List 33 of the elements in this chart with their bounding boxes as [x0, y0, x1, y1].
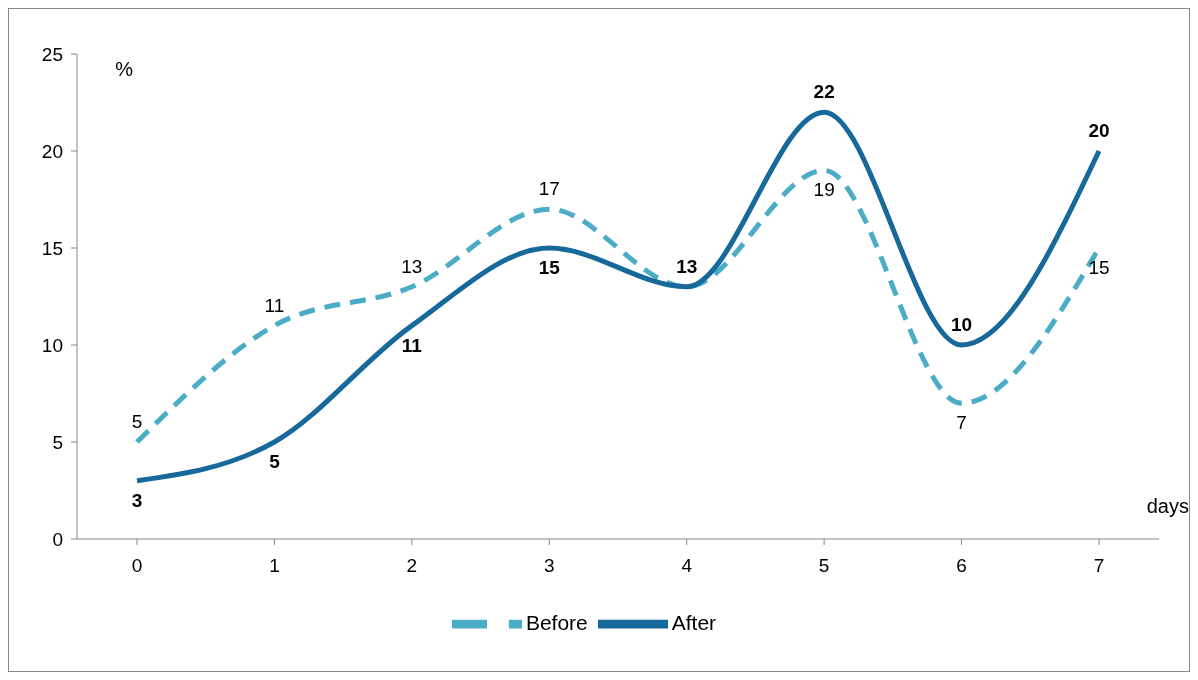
data-label: 17: [538, 178, 560, 200]
data-label: 13: [676, 255, 698, 277]
x-tick-label: 5: [818, 555, 830, 577]
y-tick-label: 20: [41, 140, 63, 162]
x-tick-label: 4: [681, 555, 693, 577]
data-label: 20: [1088, 120, 1110, 141]
data-label: 5: [269, 451, 281, 472]
y-axis-title: %: [115, 58, 134, 81]
data-label: 10: [951, 314, 973, 335]
data-label: 13: [401, 255, 423, 277]
data-label: 11: [401, 334, 423, 356]
data-label: 15: [1088, 257, 1110, 278]
data-label: 15: [538, 257, 561, 278]
data-label: 22: [813, 81, 835, 103]
x-tick-label: 1: [269, 555, 280, 577]
legend-label: After: [671, 610, 717, 634]
y-tick-label: 10: [41, 334, 63, 356]
x-tick-label: 0: [131, 555, 143, 577]
x-tick-label: 3: [544, 555, 555, 577]
legend-label: Before: [525, 610, 588, 634]
y-tick-label: 5: [52, 431, 63, 453]
y-tick-label: 25: [41, 43, 63, 65]
data-label: 11: [264, 294, 285, 316]
x-tick-label: 6: [956, 555, 967, 577]
data-label: 5: [131, 411, 143, 432]
x-axis-title: days: [1146, 495, 1189, 518]
data-label: 7: [956, 412, 967, 434]
y-tick-label: 15: [41, 237, 63, 259]
x-tick-label: 7: [1093, 555, 1105, 577]
y-tick-label: 0: [52, 528, 63, 550]
x-tick-label: 2: [406, 555, 418, 577]
data-label: 19: [813, 179, 835, 201]
data-label: 3: [131, 489, 143, 511]
